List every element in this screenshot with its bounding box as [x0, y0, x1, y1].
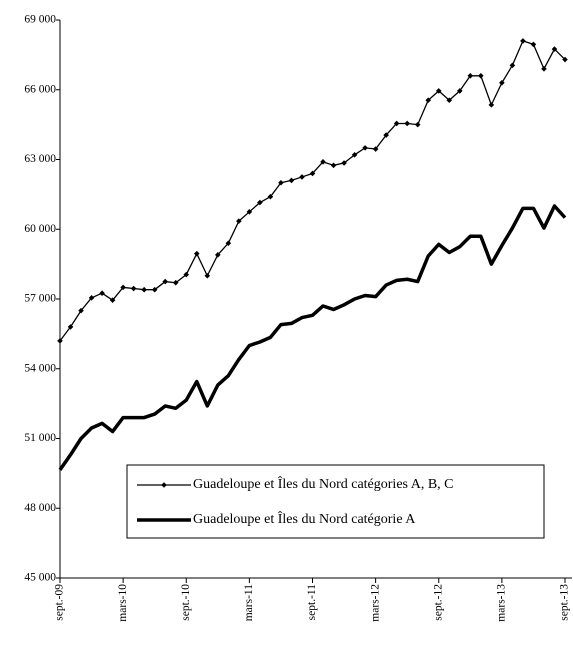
x-tick-label: sept.-13 — [559, 584, 571, 621]
data-point — [456, 88, 463, 94]
y-tick-label: 45 000 — [24, 572, 56, 584]
data-point — [541, 66, 547, 72]
y-tick-label: 54 000 — [24, 362, 56, 374]
y-tick-label: 51 000 — [24, 432, 56, 444]
x-tick-label: mars-13 — [496, 584, 508, 622]
data-point — [215, 252, 221, 258]
data-point — [67, 324, 74, 330]
x-tick-label: mars-10 — [117, 584, 129, 622]
data-point — [351, 152, 358, 158]
data-point — [562, 56, 568, 63]
data-point — [446, 97, 453, 104]
data-point — [236, 218, 242, 224]
y-tick-label: 60 000 — [24, 223, 56, 235]
data-point — [204, 272, 211, 279]
data-point — [393, 120, 400, 127]
x-tick-label: sept.-09 — [54, 584, 66, 621]
data-point — [362, 145, 368, 151]
legend-box — [126, 464, 545, 539]
data-point — [183, 271, 190, 278]
data-point — [288, 177, 295, 184]
data-point — [88, 295, 95, 301]
data-point — [425, 97, 432, 104]
data-point — [488, 102, 495, 108]
data-point — [162, 278, 169, 285]
data-point — [246, 209, 253, 215]
x-tick-label: mars-12 — [369, 584, 381, 622]
data-point — [499, 79, 505, 86]
data-point — [341, 160, 347, 166]
data-point — [257, 199, 263, 206]
legend: Guadeloupe et Îles du Nord catégories A,… — [126, 464, 545, 539]
data-point — [330, 162, 337, 169]
y-tick-label: 57 000 — [24, 293, 56, 305]
data-point — [530, 41, 537, 48]
data-point — [78, 307, 84, 314]
data-point — [141, 286, 147, 293]
data-point — [309, 170, 316, 177]
data-point — [193, 250, 200, 257]
data-point — [414, 121, 421, 128]
y-tick-label: 48 000 — [24, 502, 56, 514]
x-tick-label: sept.-12 — [432, 584, 444, 621]
data-point — [404, 120, 410, 127]
data-point — [478, 73, 484, 79]
data-point — [372, 146, 379, 152]
x-tick-label: sept.-10 — [180, 584, 192, 621]
data-point — [267, 193, 274, 200]
x-tick-label: mars-11 — [243, 584, 255, 622]
data-point — [467, 73, 474, 79]
data-point — [151, 286, 158, 293]
series-line — [58, 204, 567, 471]
data-point — [225, 240, 232, 246]
data-point — [299, 174, 305, 180]
data-point — [109, 297, 116, 303]
legend-label: Guadeloupe et Îles du Nord catégories A,… — [193, 475, 454, 492]
data-point — [99, 290, 105, 296]
series-line — [59, 40, 566, 342]
data-point — [435, 88, 442, 94]
y-tick-label: 63 000 — [24, 153, 56, 165]
data-point — [278, 179, 284, 186]
data-point — [520, 38, 526, 44]
data-point — [120, 284, 126, 291]
data-point — [320, 159, 326, 165]
y-tick-label: 66 000 — [24, 83, 56, 95]
data-point — [172, 279, 179, 286]
x-tick-label: sept.-11 — [306, 584, 318, 621]
data-point — [383, 132, 389, 138]
data-point — [509, 62, 516, 69]
legend-marker — [161, 482, 167, 488]
y-tick-label: 69 000 — [24, 14, 56, 26]
data-point — [551, 46, 558, 52]
data-point — [57, 338, 63, 344]
legend-label: Guadeloupe et Îles du Nord catégorie A — [193, 510, 416, 527]
data-point — [130, 285, 137, 292]
